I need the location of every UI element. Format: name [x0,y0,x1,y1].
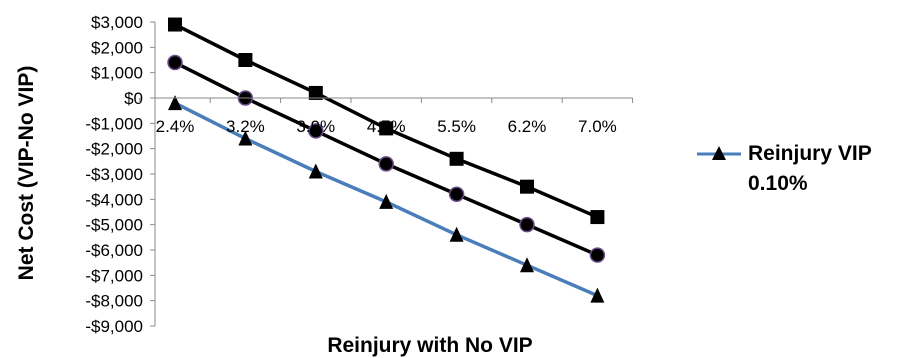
x-axis-title: Reinjury with No VIP [327,334,532,357]
y-tick-label: -$6,000 [85,241,143,260]
x-tick-label: 5.5% [437,117,476,136]
series-layer [167,17,606,303]
y-tick-label: -$1,000 [85,114,143,133]
data-point-square [168,17,182,32]
series-3 [168,95,605,303]
y-tick-label: -$3,000 [85,165,143,184]
data-point-square [238,53,253,67]
x-tick-label: 6.2% [508,117,547,136]
legend-label-line1: Reinjury VIP [748,142,872,165]
legend-label-line2: 0.10% [748,172,808,195]
data-point-triangle [238,130,253,146]
y-tick-label: $1,000 [91,64,143,83]
y-tick-label: -$7,000 [85,266,143,285]
data-point-circle [378,156,394,172]
y-tick-label: $2,000 [91,38,143,57]
data-point-triangle [379,193,394,209]
x-tick-label: 3.9% [296,117,335,136]
y-tick-label: -$5,000 [85,216,143,235]
data-point-square [308,85,323,100]
y-tick-label: -$8,000 [85,292,143,311]
data-point-triangle [520,257,534,273]
y-tick-label: -$2,000 [85,140,143,159]
x-tick-label: 2.4% [156,117,195,136]
x-tick-label: 3.2% [226,117,265,136]
y-tick-label: $0 [124,89,143,108]
series-2 [167,54,606,263]
data-point-circle [308,123,324,139]
data-point-triangle [449,226,464,242]
y-axis: $3,000 $2,000 $1,000 $0 -$1,000 -$2,000 -$3,00… [85,13,156,336]
data-point-square [590,210,605,225]
data-point-triangle [168,95,182,111]
series-1 [168,17,605,225]
data-point-circle [448,186,465,203]
y-tick-label: $3,000 [91,13,143,32]
data-point-circle [589,247,606,263]
x-tick-label: 7.0% [578,117,617,136]
y-tick-label: -$4,000 [85,190,143,209]
data-point-circle [519,216,535,233]
x-axis: 2.4% 3.2% 3.9% 4.7% 5.5% 6.2% 7.0% [139,97,634,136]
legend-triangle-marker [712,146,726,160]
x-tick-label: 4.7% [367,117,406,136]
y-tick-label: -$9,000 [85,317,143,336]
legend: Reinjury VIP 0.10% [697,142,872,195]
data-point-triangle [308,163,323,179]
data-point-triangle [590,287,605,303]
y-axis-title: Net Cost (VIP-No VIP) [15,66,38,281]
data-point-square [520,179,534,194]
data-point-circle [167,54,183,71]
data-point-square [449,151,464,166]
data-point-square [379,121,394,136]
